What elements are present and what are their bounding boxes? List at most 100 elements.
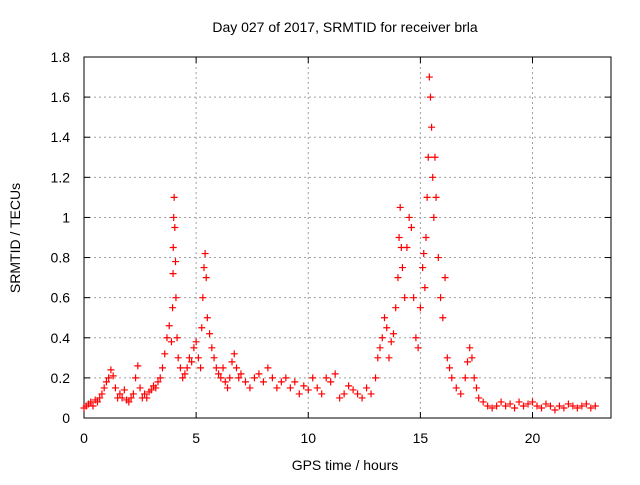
data-point xyxy=(546,402,554,410)
data-point xyxy=(176,364,184,372)
data-point xyxy=(277,378,285,386)
data-point xyxy=(125,398,133,406)
data-point xyxy=(156,374,164,382)
data-point xyxy=(385,354,393,362)
x-tick-label: 0 xyxy=(80,430,88,446)
data-point xyxy=(111,384,119,392)
data-point xyxy=(472,384,480,392)
data-point xyxy=(463,358,471,366)
data-point xyxy=(434,254,442,262)
data-point xyxy=(89,402,97,410)
grid-lines xyxy=(84,57,611,418)
data-point xyxy=(318,390,326,398)
data-point xyxy=(141,390,149,398)
data-point xyxy=(201,250,209,258)
data-point xyxy=(202,274,210,282)
data-point xyxy=(484,402,492,410)
data-point xyxy=(134,362,142,370)
data-point xyxy=(322,374,330,382)
data-point xyxy=(461,374,469,382)
data-point xyxy=(529,398,537,406)
data-point xyxy=(163,334,171,342)
data-point xyxy=(199,294,207,302)
data-point xyxy=(300,382,308,390)
data-point xyxy=(511,404,519,412)
data-point xyxy=(190,344,198,352)
data-point xyxy=(273,384,281,392)
data-point xyxy=(378,334,386,342)
data-point xyxy=(313,384,321,392)
data-point xyxy=(171,258,179,266)
data-point xyxy=(185,354,193,362)
plot-frame xyxy=(83,56,612,419)
data-point xyxy=(264,364,272,372)
data-point xyxy=(167,338,175,346)
data-point xyxy=(591,402,599,410)
data-point xyxy=(421,284,429,292)
data-point xyxy=(387,338,395,346)
data-point xyxy=(228,358,236,366)
axes: 0 0.2 0.4 0.6 0.8 1 1.2 1.4 1.6 1.8 0 5 10 15 20 xyxy=(51,49,612,446)
data-point xyxy=(232,364,240,372)
data-point xyxy=(169,270,177,278)
data-point xyxy=(551,406,559,414)
data-point xyxy=(520,402,528,410)
data-point xyxy=(188,358,196,366)
data-point xyxy=(219,364,227,372)
data-point xyxy=(107,366,115,374)
data-point xyxy=(105,374,113,382)
data-point xyxy=(358,394,366,402)
data-point xyxy=(448,374,456,382)
data-point xyxy=(488,404,496,412)
data-point xyxy=(183,364,191,372)
y-tick-label: 0.6 xyxy=(51,290,71,306)
data-point xyxy=(98,390,106,398)
data-point xyxy=(295,390,303,398)
data-point xyxy=(428,123,436,131)
data-point xyxy=(147,386,155,394)
data-point xyxy=(524,400,532,408)
data-point xyxy=(206,330,214,338)
data-point xyxy=(194,354,202,362)
data-point xyxy=(587,404,595,412)
y-tick-label: 0.4 xyxy=(51,330,71,346)
data-point xyxy=(475,394,483,402)
data-point xyxy=(439,314,447,322)
data-point xyxy=(224,384,232,392)
data-point xyxy=(432,193,440,201)
data-point xyxy=(582,400,590,408)
data-point xyxy=(309,374,317,382)
x-axis-label: GPS time / hours xyxy=(292,457,399,473)
x-tick-label: 10 xyxy=(300,430,316,446)
data-point xyxy=(416,304,424,312)
data-point xyxy=(259,378,267,386)
data-point xyxy=(374,354,382,362)
data-point xyxy=(363,384,371,392)
data-point xyxy=(179,374,187,382)
data-point xyxy=(555,402,563,410)
data-point xyxy=(132,374,140,382)
data-point xyxy=(237,370,245,378)
data-point xyxy=(181,370,189,378)
data-point xyxy=(452,384,460,392)
data-point xyxy=(127,394,135,402)
data-point xyxy=(423,193,431,201)
data-point xyxy=(255,370,263,378)
data-point xyxy=(208,344,216,352)
data-point xyxy=(493,402,501,410)
data-point xyxy=(412,334,420,342)
data-point xyxy=(437,294,445,302)
data-point xyxy=(426,93,434,101)
data-point xyxy=(424,153,432,161)
data-point xyxy=(169,304,177,312)
x-tick-label: 5 xyxy=(192,430,200,446)
data-point xyxy=(349,386,357,394)
data-point xyxy=(479,398,487,406)
data-point xyxy=(93,398,101,406)
data-point xyxy=(457,390,465,398)
data-point xyxy=(537,404,545,412)
data-point xyxy=(410,294,418,302)
data-point xyxy=(470,374,478,382)
data-point xyxy=(87,398,95,406)
